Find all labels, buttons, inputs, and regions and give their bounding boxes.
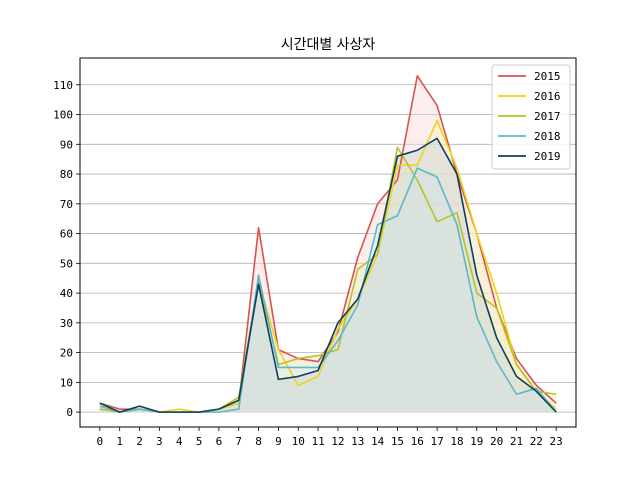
series-lines [99,75,557,413]
x-tick-label: 23 [550,435,563,448]
legend-label-2016: 2016 [534,90,561,103]
plot-frame [79,57,577,428]
x-tick-label: 4 [176,435,183,448]
y-tick-label: 50 [60,257,73,270]
y-axis: 0 10 20 30 40 50 60 70 80 90 100 110 [53,79,80,419]
x-tick-label: 7 [235,435,242,448]
area-fills [99,75,557,413]
x-tick-label: 9 [275,435,282,448]
x-tick-label: 16 [411,435,424,448]
x-tick-label: 3 [156,435,163,448]
y-tick-label: 10 [60,376,73,389]
legend-label-2019: 2019 [534,150,561,163]
x-tick-label: 19 [470,435,483,448]
x-tick-label: 15 [391,435,404,448]
y-tick-label: 40 [60,287,73,300]
area-fill-2018 [99,168,557,413]
x-axis: 0 1 2 3 4 5 6 7 8 9 10 11 12 13 14 15 16 17 18 19 20 21 22 23 [97,427,563,448]
x-tick-label: 5 [196,435,203,448]
y-tick-label: 20 [60,347,73,360]
x-tick-label: 8 [255,435,262,448]
y-tick-label: 110 [53,79,73,92]
legend-label-2015: 2015 [534,70,561,83]
x-tick-label: 14 [371,435,385,448]
x-tick-label: 17 [430,435,443,448]
x-tick-label: 2 [136,435,143,448]
x-tick-label: 12 [331,435,344,448]
area-fill-2015 [99,75,557,413]
y-tick-label: 60 [60,228,73,241]
y-tick-label: 100 [53,109,73,122]
x-tick-label: 10 [292,435,305,448]
series-line-2019 [99,137,557,413]
x-tick-label: 6 [216,435,223,448]
legend-label-2017: 2017 [534,110,561,123]
chart-title: 시간대별 사상자 [281,37,376,53]
legend-box [491,64,571,170]
x-tick-label: 22 [530,435,543,448]
y-tick-label: 80 [60,168,73,181]
area-fill-2019 [99,138,557,413]
legend-label-2018: 2018 [534,130,561,143]
y-tick-label: 0 [66,406,73,419]
area-fill-2017 [99,147,557,413]
x-tick-label: 1 [116,435,123,448]
x-tick-label: 18 [450,435,463,448]
y-tick-label: 70 [60,198,73,211]
area-fill-2016 [99,120,557,413]
x-tick-label: 20 [490,435,503,448]
y-tick-label: 90 [60,138,73,151]
x-tick-label: 21 [510,435,523,448]
x-tick-label: 13 [351,435,364,448]
x-tick-label: 11 [311,435,324,448]
legend: 2015 2016 2017 2018 2019 [491,64,571,170]
y-tick-label: 30 [60,317,73,330]
x-tick-label: 0 [97,435,104,448]
